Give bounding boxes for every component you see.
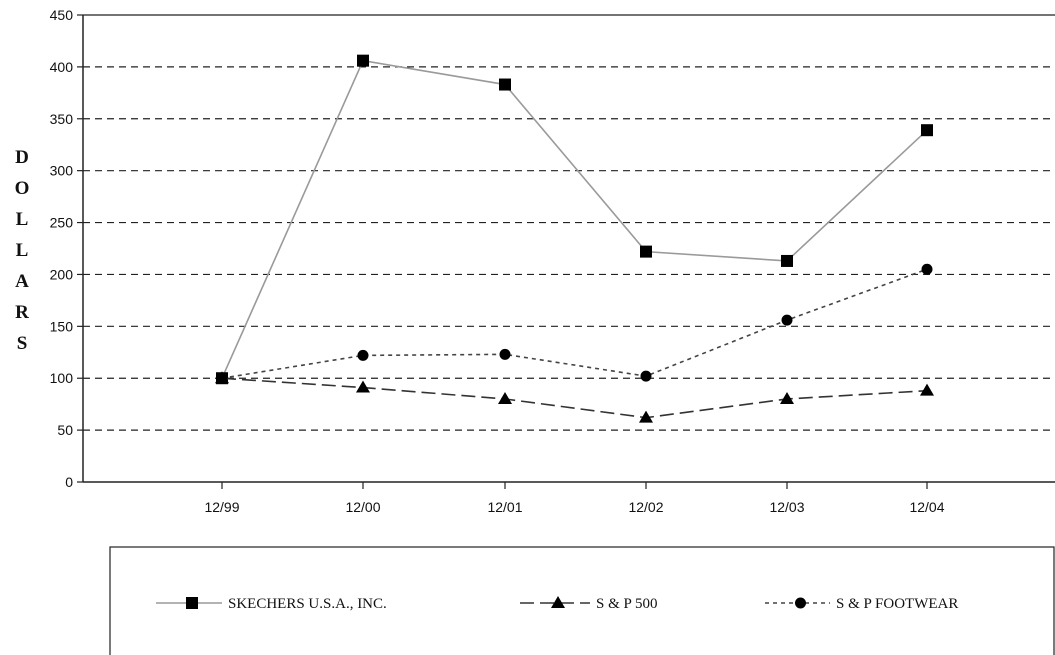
legend: SKECHERS U.S.A., INC. S & P 500 S & P FOOT… (109, 546, 1055, 655)
series-line (221, 59, 928, 379)
axes (77, 14, 1055, 489)
data-point-circle (216, 372, 228, 384)
y-tick-label: 0 (65, 474, 73, 490)
data-point-triangle (551, 596, 565, 608)
y-tick-label: 150 (50, 318, 74, 334)
legend-entry-2: S & P FOOTWEAR (765, 596, 958, 612)
x-tick-label: 12/04 (909, 499, 944, 515)
data-point-square (499, 78, 511, 91)
y-tick-label: 400 (50, 59, 74, 75)
y-tick-label: 100 (50, 370, 74, 386)
y-tick-label: 250 (50, 215, 74, 231)
data-point-circle (781, 314, 793, 326)
legend-label: S & P FOOTWEAR (836, 596, 958, 612)
y-axis-label-letter: L (16, 240, 29, 261)
data-point-triangle (780, 391, 794, 404)
x-tick-label: 12/03 (769, 499, 804, 515)
series-line (221, 268, 928, 380)
series-2 (216, 263, 933, 384)
series-1 (215, 371, 934, 423)
y-axis-label-letter: D (15, 147, 29, 168)
y-tick-label: 200 (50, 266, 74, 282)
y-axis-label-letter: O (15, 178, 30, 199)
series-0 (216, 54, 933, 385)
x-tick-labels: 12/99 12/00 12/01 12/02 12/03 12/04 (204, 499, 944, 515)
legend-entry-0: SKECHERS U.S.A., INC. (156, 596, 387, 612)
y-tick-label: 450 (50, 7, 74, 23)
legend-label: SKECHERS U.S.A., INC. (228, 596, 387, 612)
data-point-circle (357, 349, 369, 361)
data-point-circle (640, 370, 652, 382)
legend-entry-1: S & P 500 (520, 596, 658, 612)
y-tick-label: 50 (57, 422, 73, 438)
data-point-circle (795, 597, 806, 609)
series-line (221, 377, 928, 419)
x-tick-label: 12/02 (628, 499, 663, 515)
data-point-square (357, 54, 369, 67)
data-point-square (781, 254, 793, 267)
y-tick-label: 300 (50, 163, 74, 179)
legend-box (109, 546, 1055, 655)
data-point-square (921, 124, 933, 137)
y-axis-label-letter: A (15, 271, 29, 292)
data-point-square (186, 597, 198, 609)
legend-label: S & P 500 (596, 596, 658, 612)
data-point-circle (921, 263, 933, 275)
data-point-triangle (639, 410, 653, 423)
y-tick-labels: 0 50 100 150 200 250 300 350 400 450 (50, 7, 74, 490)
series-lines (215, 54, 934, 423)
y-axis-label-letter: S (17, 333, 28, 354)
x-tick-label: 12/01 (487, 499, 522, 515)
data-point-circle (499, 348, 511, 360)
x-tick-label: 12/99 (204, 499, 239, 515)
data-point-triangle (498, 391, 512, 404)
data-point-square (640, 245, 652, 258)
x-tick-label: 12/00 (345, 499, 380, 515)
y-axis-label-letter: L (16, 209, 29, 230)
data-point-triangle (920, 383, 934, 396)
y-axis-label-letter: R (15, 302, 29, 323)
y-tick-label: 350 (50, 111, 74, 127)
data-point-triangle (356, 380, 370, 393)
gridlines (83, 14, 1055, 431)
